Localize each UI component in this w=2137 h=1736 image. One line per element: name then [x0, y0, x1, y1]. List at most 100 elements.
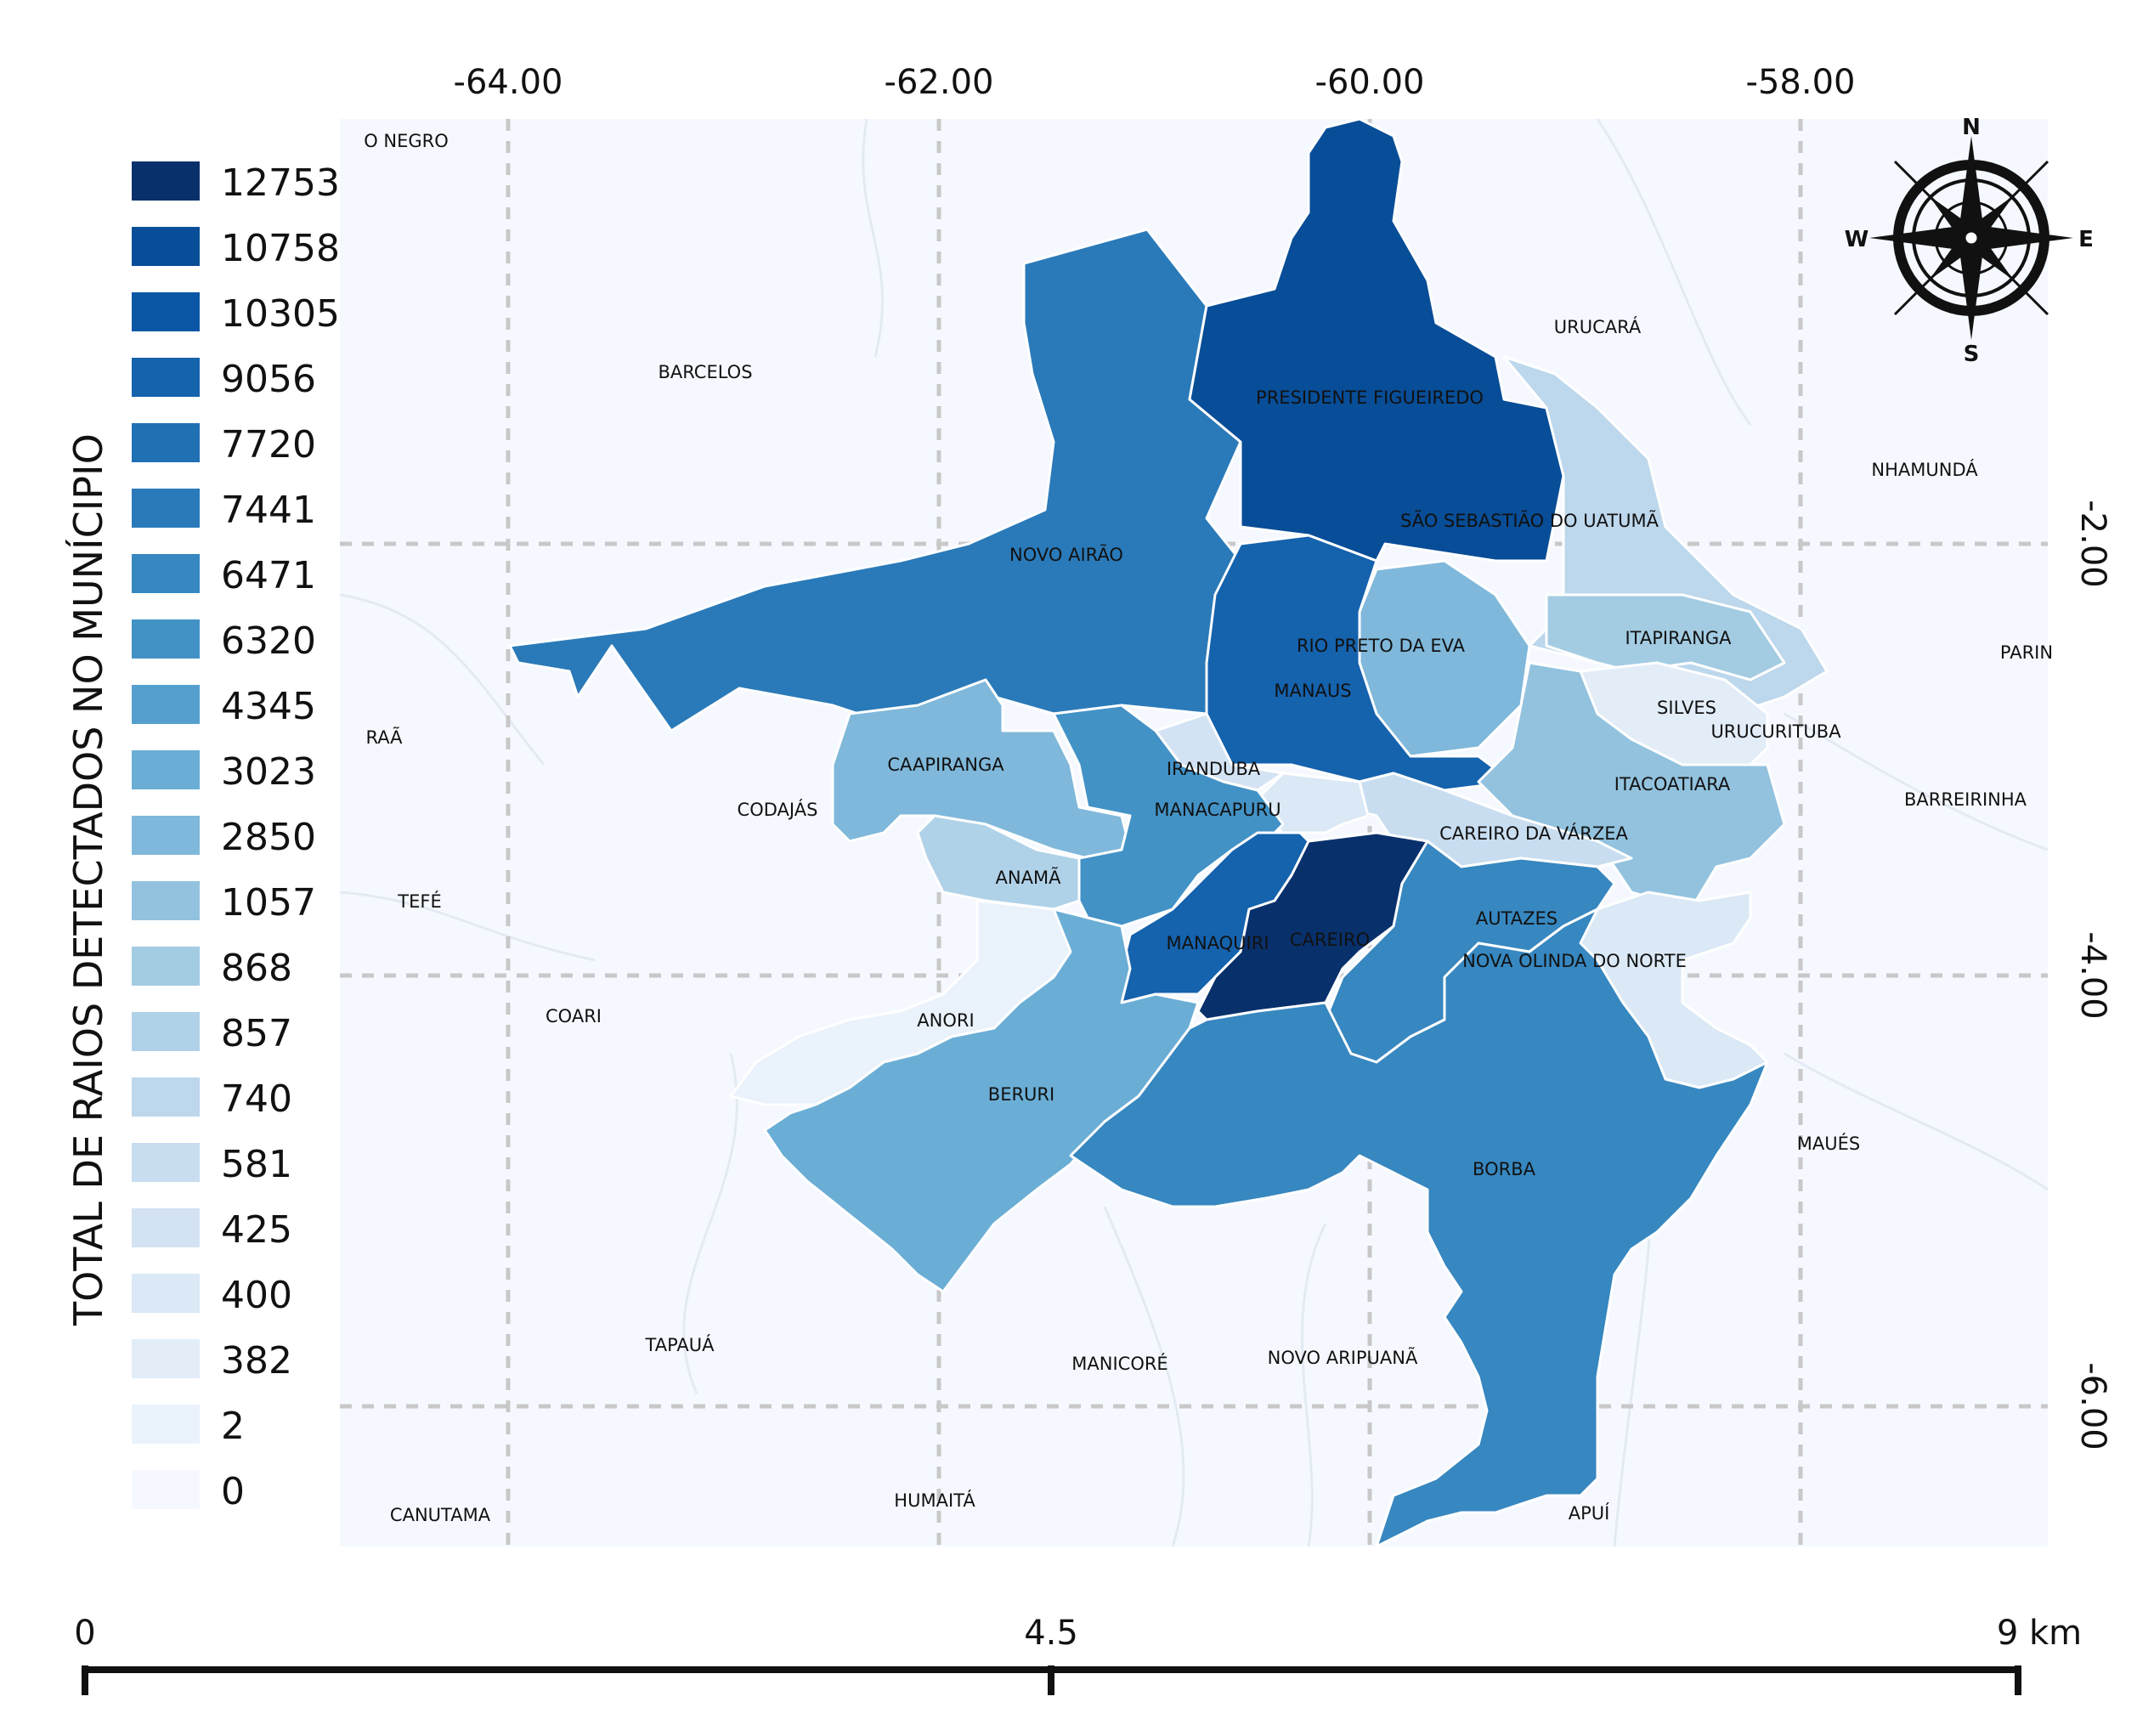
polygon-novo-airao[interactable]	[508, 228, 1242, 732]
legend-value: 857	[221, 1012, 292, 1055]
legend-value: 6471	[221, 554, 316, 597]
legend-swatch	[132, 947, 200, 986]
polygon-borba[interactable]	[1069, 908, 1769, 1548]
legend-swatch	[132, 881, 200, 920]
polygon-itacoatiara[interactable]	[1477, 661, 1786, 911]
label-nova-olinda: NOVA OLINDA DO NORTE	[1462, 951, 1687, 971]
label-nhamunda: NHAMUNDÁ	[1871, 459, 1978, 480]
lon-label-62: -62.00	[885, 63, 994, 102]
label-itacoatiara: ITACOATIARA	[1614, 774, 1731, 794]
legend-swatch	[132, 1143, 200, 1182]
legend-swatch	[132, 1339, 200, 1378]
label-manacapuru: MANACAPURU	[1154, 800, 1281, 820]
legend-swatch	[132, 1274, 200, 1313]
municipality-polygons	[508, 117, 1829, 1548]
label-careiro: CAREIRO	[1290, 930, 1370, 950]
legend-swatch	[132, 423, 200, 462]
legend-value: 6320	[221, 619, 316, 663]
legend-value: 3023	[221, 750, 316, 794]
compass-s: S	[1964, 342, 1980, 367]
surrounding-boundaries	[339, 118, 2049, 1547]
label-urucara: URUCARÁ	[1554, 316, 1642, 337]
legend-swatch	[132, 1077, 200, 1117]
label-tapaua: TAPAUÁ	[645, 1334, 715, 1355]
polygon-presidente-figueiredo[interactable]	[1188, 117, 1565, 563]
label-urucurituba: URUCURITUBA	[1710, 721, 1841, 742]
lat-label-2: -2.00	[2073, 500, 2112, 588]
legend-swatch	[132, 554, 200, 593]
label-barcelos: BARCELOS	[658, 362, 752, 382]
legend-value: 2850	[221, 816, 316, 859]
legend-value: 2	[221, 1405, 245, 1448]
legend-swatch	[132, 292, 200, 331]
polygon-careiro-da-varzea[interactable]	[1290, 772, 1633, 868]
compass-rose: N S E W	[1845, 115, 2094, 367]
label-anori: ANORI	[917, 1010, 974, 1031]
label-careiro-varzea: CAREIRO DA VÁRZEA	[1439, 823, 1628, 844]
legend-swatch	[132, 1470, 200, 1509]
legend-swatch	[132, 358, 200, 397]
lon-label-64: -64.00	[454, 63, 563, 102]
compass-w: W	[1845, 227, 1869, 252]
lon-label-58: -58.00	[1746, 63, 1856, 102]
label-coari: COARI	[546, 1006, 602, 1026]
municipality-labels: O NEGRO BARCELOS URUCARÁ NHAMUNDÁ PARIN …	[364, 131, 2053, 1525]
label-humaita: HUMAITÁ	[894, 1490, 975, 1511]
label-rio-negro: O NEGRO	[364, 131, 449, 151]
legend-value: 7720	[221, 423, 316, 467]
label-anama: ANAMÃ	[996, 866, 1062, 888]
coordinate-labels: -64.00 -62.00 -60.00 -58.00 -2.00 -4.00 …	[454, 63, 2112, 1450]
label-beruri: BERURI	[988, 1084, 1054, 1105]
polygon-itapiranga[interactable]	[1545, 593, 1786, 681]
polygon-beruri[interactable]	[763, 908, 1200, 1293]
label-presidente-figueiredo: PRESIDENTE FIGUEIREDO	[1256, 387, 1484, 408]
label-manaus: MANAUS	[1274, 681, 1351, 701]
legend-classes: 12753 10758 10305 9056 7720 7441 6471 6320 4345 3…	[132, 161, 340, 1513]
label-novo-aripuana: NOVO ARIPUANÃ	[1268, 1346, 1418, 1368]
legend-swatch	[132, 489, 200, 528]
label-iranduba: IRANDUBA	[1167, 759, 1261, 779]
compass-east-point	[1971, 226, 2073, 250]
legend-value: 425	[221, 1208, 292, 1252]
legend-value: 12753	[221, 161, 340, 205]
legend: TOTAL DE RAIOS DETECTADOS NO MUNÍCIPIO 1…	[65, 161, 340, 1513]
legend-value: 581	[221, 1143, 292, 1186]
legend-value: 740	[221, 1077, 292, 1121]
legend-title: TOTAL DE RAIOS DETECTADOS NO MUNÍCIPIO	[65, 433, 111, 1326]
label-canutama: CANUTAMA	[390, 1505, 491, 1525]
legend-value: 9056	[221, 358, 316, 401]
label-apui: APUÍ	[1569, 1502, 1610, 1524]
label-silves: SILVES	[1657, 698, 1716, 718]
legend-value: 10305	[221, 292, 340, 336]
compass-n: N	[1962, 115, 1981, 140]
label-manicore: MANICORÉ	[1071, 1353, 1167, 1374]
label-borba: BORBA	[1473, 1159, 1536, 1179]
legend-value: 7441	[221, 489, 316, 532]
scale-bar: 0 4.5 9 km	[74, 1614, 2082, 1695]
label-manaquiri: MANAQUIRI	[1166, 933, 1269, 953]
lat-label-6: -6.00	[2073, 1362, 2112, 1450]
legend-value: 400	[221, 1274, 292, 1317]
legend-swatch	[132, 227, 200, 266]
legend-swatch	[132, 1405, 200, 1444]
label-itapiranga: ITAPIRANGA	[1625, 628, 1732, 648]
legend-swatch	[132, 161, 200, 201]
compass-west-point	[1869, 226, 1971, 250]
legend-swatch	[132, 685, 200, 724]
compass-center	[1963, 229, 1980, 246]
legend-value: 868	[221, 947, 292, 990]
scale-bar-label-end: 9 km	[1997, 1614, 2082, 1653]
compass-south-point	[1959, 238, 1983, 340]
legend-value: 10758	[221, 227, 340, 270]
label-barreirinha: BARREIRINHA	[1904, 789, 2027, 810]
compass-north-point	[1959, 136, 1983, 238]
label-maraa: RAÃ	[365, 726, 403, 748]
legend-swatch	[132, 619, 200, 659]
legend-value: 0	[221, 1470, 245, 1513]
legend-swatch	[132, 816, 200, 855]
label-maues: MAUÉS	[1797, 1133, 1860, 1154]
lon-label-60: -60.00	[1315, 63, 1425, 102]
label-rio-preto: RIO PRETO DA EVA	[1297, 636, 1466, 656]
label-sao-sebastiao: SÃO SEBASTIÃO DO UATUMÃ	[1400, 509, 1659, 531]
